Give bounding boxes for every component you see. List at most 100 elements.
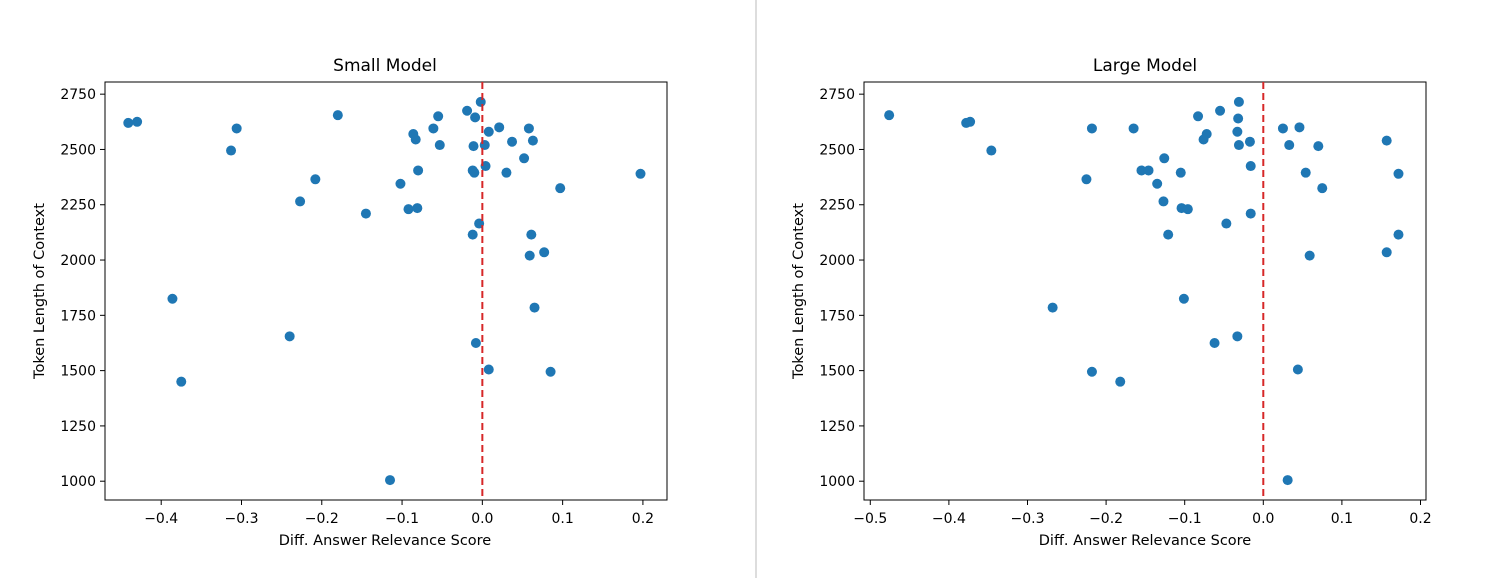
data-point — [1282, 475, 1293, 486]
data-point — [986, 145, 997, 156]
data-point — [483, 364, 494, 375]
data-point — [413, 165, 424, 176]
y-axis-label: Token Length of Context — [791, 203, 807, 380]
y-tick-label: 1250 — [60, 419, 96, 435]
data-point — [462, 105, 473, 116]
data-point — [1284, 140, 1295, 151]
x-tick-label: −0.3 — [224, 511, 258, 527]
data-point — [526, 229, 537, 240]
y-tick-label: 2000 — [60, 253, 96, 269]
data-point — [1277, 123, 1288, 134]
data-point — [884, 110, 895, 121]
data-point — [1381, 135, 1392, 146]
data-point — [507, 136, 518, 147]
data-point — [1152, 178, 1163, 189]
data-point — [433, 111, 444, 122]
data-point — [467, 229, 478, 240]
data-point — [395, 178, 406, 189]
data-point — [545, 366, 556, 377]
data-point — [1115, 376, 1126, 387]
data-point — [1233, 113, 1244, 124]
data-point — [1393, 229, 1404, 240]
y-tick-label: 1500 — [60, 364, 96, 380]
data-point — [1221, 218, 1232, 229]
x-tick-label: 0.0 — [471, 511, 493, 527]
y-tick-label: 1250 — [819, 419, 855, 435]
data-point — [360, 208, 371, 219]
y-tick-label: 2250 — [819, 198, 855, 214]
data-point — [123, 117, 134, 128]
x-tick-label: −0.5 — [853, 511, 887, 527]
data-point — [1158, 196, 1169, 207]
data-point — [1300, 167, 1311, 178]
data-point — [635, 168, 646, 179]
data-point — [1245, 161, 1256, 172]
data-point — [1193, 111, 1204, 122]
data-point — [1163, 229, 1174, 240]
data-point — [1143, 165, 1154, 176]
chart-title: Large Model — [1093, 56, 1197, 76]
data-point — [1381, 247, 1392, 258]
data-point — [434, 140, 445, 151]
data-point — [555, 183, 566, 194]
data-point — [475, 96, 486, 107]
y-tick-label: 2750 — [60, 87, 96, 103]
data-point — [483, 126, 494, 137]
x-tick-label: −0.3 — [1010, 511, 1044, 527]
data-point — [965, 116, 976, 127]
data-point — [226, 145, 237, 156]
data-point — [470, 112, 481, 123]
x-tick-label: −0.2 — [1089, 511, 1123, 527]
y-axis-label: Token Length of Context — [32, 203, 48, 380]
data-point — [1047, 302, 1058, 313]
y-tick-label: 2750 — [819, 87, 855, 103]
data-point — [1215, 105, 1226, 116]
data-point — [529, 302, 540, 313]
data-point — [132, 116, 143, 127]
data-point — [524, 250, 535, 261]
large-model-panel: Large Model Diff. Answer Relevance Score… — [791, 56, 1432, 549]
data-point — [1178, 293, 1189, 304]
data-point — [410, 134, 421, 145]
x-tick-label: 0.0 — [1252, 511, 1274, 527]
data-point — [1244, 136, 1255, 147]
y-tick-label: 2250 — [60, 198, 96, 214]
x-axis-label: Diff. Answer Relevance Score — [1039, 533, 1252, 549]
data-point — [1159, 153, 1170, 164]
x-tick-label: 0.2 — [632, 511, 654, 527]
x-tick-label: 0.2 — [1409, 511, 1431, 527]
y-tick-label: 1750 — [819, 308, 855, 324]
data-point — [332, 110, 343, 121]
data-point — [176, 376, 187, 387]
data-point — [539, 247, 550, 258]
x-axis-label: Diff. Answer Relevance Score — [279, 533, 492, 549]
data-point — [1175, 167, 1186, 178]
data-point — [1232, 126, 1243, 137]
chart-title: Small Model — [333, 56, 437, 76]
x-tick-label: −0.1 — [1168, 511, 1202, 527]
x-tick-label: 0.1 — [551, 511, 573, 527]
data-point — [167, 293, 178, 304]
data-point — [1313, 141, 1324, 152]
x-tick-label: 0.1 — [1331, 511, 1353, 527]
x-tick-label: −0.4 — [932, 511, 966, 527]
y-tick-label: 2500 — [819, 142, 855, 158]
data-point — [1209, 337, 1220, 348]
y-tick-label: 2000 — [819, 253, 855, 269]
data-point — [1233, 140, 1244, 151]
y-tick-label: 1000 — [819, 474, 855, 490]
y-tick-label: 1500 — [819, 364, 855, 380]
data-point — [385, 475, 396, 486]
data-point — [231, 123, 242, 134]
data-point — [1232, 331, 1243, 342]
data-point — [412, 203, 423, 214]
data-point — [469, 167, 480, 178]
y-tick-label: 1000 — [60, 474, 96, 490]
data-point — [519, 153, 530, 164]
data-point — [1086, 123, 1097, 134]
data-point — [1294, 122, 1305, 133]
data-point — [1292, 364, 1303, 375]
small-model-panel: Small Model Diff. Answer Relevance Score… — [32, 56, 668, 549]
panel-divider — [755, 0, 757, 578]
data-point — [479, 140, 490, 151]
